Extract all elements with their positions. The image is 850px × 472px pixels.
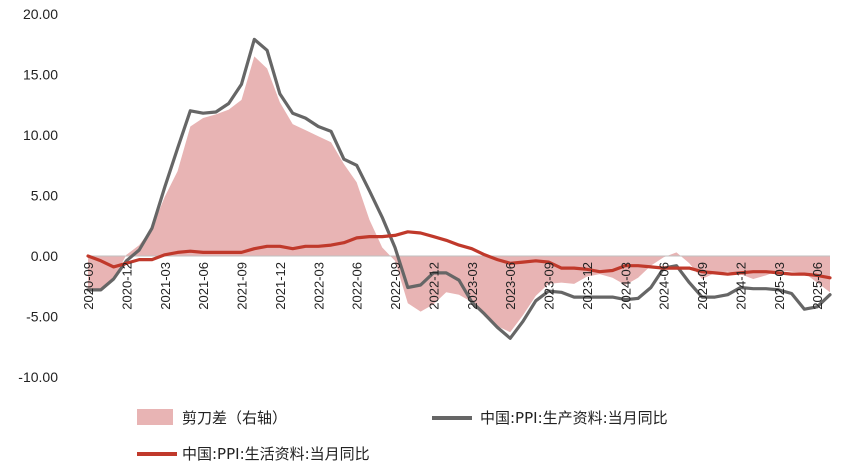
x-tick-label: 2021-03 bbox=[158, 262, 173, 310]
y-tick-label: 0.00 bbox=[31, 248, 58, 264]
x-tick-label: 2024-12 bbox=[733, 262, 748, 310]
line-ppi-consumer bbox=[86, 230, 832, 280]
legend-label-ppi-consumer: 中国:PPI:生活资料:当月同比 bbox=[182, 445, 370, 463]
legend-swatch-scissors-gap bbox=[137, 409, 173, 425]
x-tick-label: 2024-03 bbox=[618, 262, 633, 310]
x-axis-ticks: 2020-09 2020-12 2021-03 2021-06 2021-09 2021-… bbox=[81, 262, 825, 310]
x-tick-label: 2022-09 bbox=[388, 262, 403, 310]
x-tick-label: 2024-06 bbox=[657, 262, 672, 310]
y-tick-label: 5.00 bbox=[31, 188, 58, 204]
line-ppi-production bbox=[86, 37, 832, 340]
legend-label-ppi-production: 中国:PPI:生产资料:当月同比 bbox=[480, 409, 668, 427]
area-scissors-gap bbox=[88, 56, 830, 333]
x-tick-label: 2022-03 bbox=[311, 262, 326, 310]
y-axis-ticks: 20.00 15.00 10.00 5.00 0.00 -5.00 -10.00 bbox=[18, 6, 58, 385]
x-tick-label: 2023-03 bbox=[465, 262, 480, 310]
x-tick-label: 2024-09 bbox=[695, 262, 710, 310]
x-tick-label: 2023-06 bbox=[503, 262, 518, 310]
x-tick-label: 2021-06 bbox=[196, 262, 211, 310]
y-tick-label: 20.00 bbox=[23, 6, 58, 22]
x-tick-label: 2021-12 bbox=[273, 262, 288, 310]
x-tick-label: 2022-06 bbox=[350, 262, 365, 310]
plot-area bbox=[86, 37, 832, 340]
y-tick-label: -10.00 bbox=[18, 369, 58, 385]
y-tick-label: -5.00 bbox=[26, 309, 58, 325]
legend: 剪刀差（右轴） 中国:PPI:生产资料:当月同比 中国:PPI:生活资料:当月同… bbox=[137, 409, 668, 463]
x-tick-label: 2025-03 bbox=[772, 262, 787, 310]
x-tick-label: 2020-09 bbox=[81, 262, 96, 310]
x-tick-label: 2023-12 bbox=[580, 262, 595, 310]
x-tick-label: 2020-12 bbox=[119, 262, 134, 310]
x-tick-label: 2025-06 bbox=[810, 262, 825, 310]
y-tick-label: 10.00 bbox=[23, 127, 58, 143]
x-tick-label: 2021-09 bbox=[235, 262, 250, 310]
legend-label-scissors-gap: 剪刀差（右轴） bbox=[182, 409, 287, 427]
x-tick-label: 2023-09 bbox=[542, 262, 557, 310]
y-tick-label: 15.00 bbox=[23, 67, 58, 83]
x-tick-label: 2022-12 bbox=[426, 262, 441, 310]
